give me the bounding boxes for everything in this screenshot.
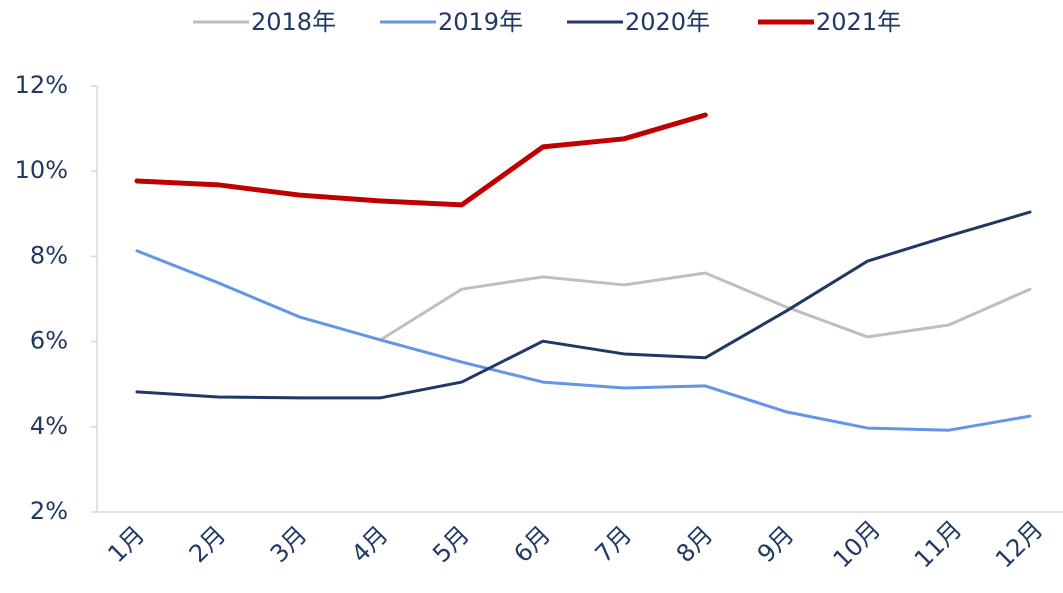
x-tick-label: 1月 xyxy=(103,521,151,569)
x-tick-label: 10月 xyxy=(828,515,886,573)
x-tick-label: 8月 xyxy=(671,521,719,569)
x-tick-label: 5月 xyxy=(427,521,475,569)
y-tick-label: 12% xyxy=(15,71,68,99)
series-line xyxy=(134,112,708,208)
legend-label: 2020年 xyxy=(625,8,710,36)
series-line xyxy=(135,210,1032,400)
series-line xyxy=(135,249,1032,432)
y-tick-label: 6% xyxy=(30,327,68,355)
y-tick-label: 2% xyxy=(30,497,68,525)
y-tick-label: 4% xyxy=(30,412,68,440)
y-tick-label: 8% xyxy=(30,241,68,269)
legend-label: 2018年 xyxy=(251,8,336,36)
y-tick-label: 10% xyxy=(15,156,68,184)
x-tick-label: 11月 xyxy=(909,515,967,573)
x-tick-label: 9月 xyxy=(752,521,800,569)
x-tick-label: 4月 xyxy=(346,521,394,569)
legend-label: 2021年 xyxy=(816,8,901,36)
x-tick-label: 2月 xyxy=(184,521,232,569)
x-tick-label: 12月 xyxy=(990,515,1048,573)
x-tick-label: 7月 xyxy=(590,521,638,569)
x-tick-label: 3月 xyxy=(265,521,313,569)
legend-label: 2019年 xyxy=(438,8,523,36)
series-line xyxy=(379,271,1032,342)
x-tick-label: 6月 xyxy=(508,521,556,569)
